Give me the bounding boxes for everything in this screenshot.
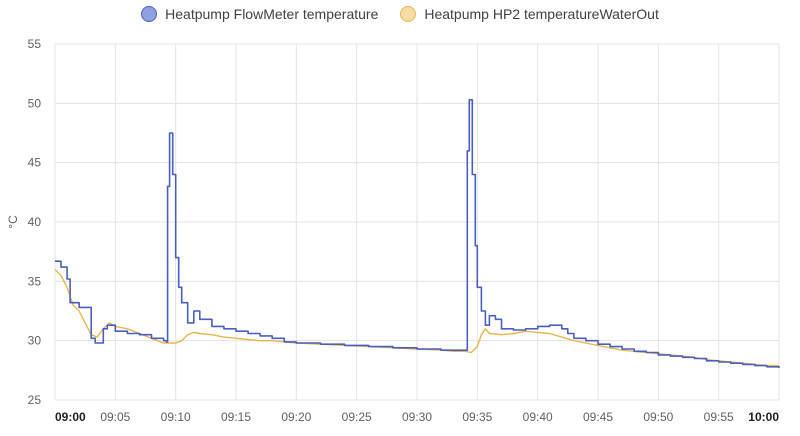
y-tick-label: 30 xyxy=(28,334,42,348)
x-tick-label: 09:20 xyxy=(281,410,311,424)
y-tick-label: 35 xyxy=(28,274,42,288)
legend-swatch-flowmeter xyxy=(141,6,158,22)
legend-swatch-hp2 xyxy=(400,6,417,22)
legend: Heatpump FlowMeter temperature Heatpump … xyxy=(0,6,800,22)
x-tick-label: 09:10 xyxy=(161,410,191,424)
y-tick-label: 40 xyxy=(28,215,42,229)
x-tick-label: 09:50 xyxy=(643,410,673,424)
legend-label-flowmeter: Heatpump FlowMeter temperature xyxy=(165,6,379,22)
x-tick-label: 09:05 xyxy=(100,410,130,424)
y-tick-label: 25 xyxy=(28,393,42,407)
y-tick-label: 45 xyxy=(28,156,42,170)
x-tick-label: 09:30 xyxy=(402,410,432,424)
legend-label-hp2: Heatpump HP2 temperatureWaterOut xyxy=(424,6,659,22)
x-tick-label: 09:45 xyxy=(583,410,613,424)
x-tick-label: 09:15 xyxy=(221,410,251,424)
x-tick-label: 09:00 xyxy=(55,410,86,424)
legend-item-hp2[interactable]: Heatpump HP2 temperatureWaterOut xyxy=(400,6,659,22)
x-tick-label: 09:55 xyxy=(704,410,734,424)
y-tick-label: 50 xyxy=(28,96,42,110)
x-tick-label: 09:25 xyxy=(342,410,372,424)
legend-item-flowmeter[interactable]: Heatpump FlowMeter temperature xyxy=(141,6,378,22)
y-tick-label: 55 xyxy=(28,37,42,51)
y-axis-label: °C xyxy=(6,215,20,229)
x-tick-label: 10:00 xyxy=(748,410,779,424)
series-flowmeter-line xyxy=(55,99,780,368)
x-tick-label: 09:40 xyxy=(523,410,553,424)
series-hp2-line xyxy=(54,269,779,367)
x-tick-label: 09:35 xyxy=(462,410,492,424)
